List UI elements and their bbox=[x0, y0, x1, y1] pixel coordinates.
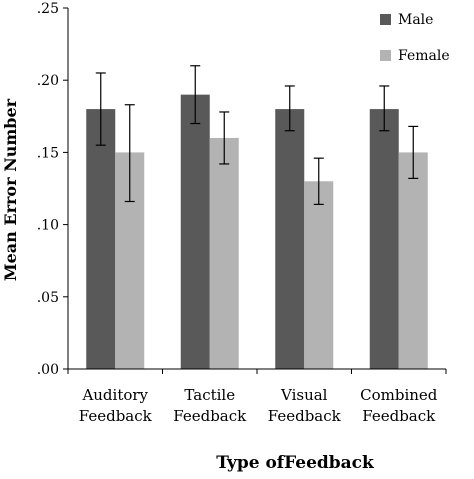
y-tick-label-5: .25 bbox=[37, 1, 59, 17]
legend-swatch-male bbox=[380, 14, 391, 25]
y-tick-label-0: .00 bbox=[37, 362, 59, 378]
x-tick-label-0-0: Auditory bbox=[81, 386, 148, 404]
bar-male-2 bbox=[275, 109, 305, 369]
bar-male-0 bbox=[86, 109, 116, 369]
x-tick-label-1-1: Feedback bbox=[173, 407, 247, 425]
bar-male-1 bbox=[180, 94, 210, 369]
x-tick-label-0-1: Feedback bbox=[79, 407, 153, 425]
x-tick-label-3-0: Combined bbox=[360, 386, 438, 404]
bar-female-2 bbox=[304, 181, 334, 369]
y-tick-label-2: .10 bbox=[37, 218, 59, 234]
x-tick-label-1-0: Tactile bbox=[184, 386, 235, 404]
x-tick-label-2-0: Visual bbox=[280, 386, 328, 404]
x-axis-label: Type ofFeedback bbox=[216, 453, 375, 473]
legend-swatch-female bbox=[380, 50, 391, 61]
legend-label-female: Female bbox=[398, 48, 450, 64]
bar-female-1 bbox=[209, 137, 239, 369]
y-tick-label-3: .15 bbox=[37, 145, 59, 161]
y-tick-label-4: .20 bbox=[37, 73, 59, 89]
legend-label-male: Male bbox=[398, 12, 433, 28]
y-axis-label: Mean Error Number bbox=[1, 98, 20, 281]
y-tick-label-1: .05 bbox=[37, 290, 59, 306]
x-tick-label-3-1: Feedback bbox=[362, 407, 436, 425]
x-tick-label-2-1: Feedback bbox=[268, 407, 342, 425]
bar-male-3 bbox=[369, 109, 399, 369]
bar-female-3 bbox=[398, 152, 428, 369]
